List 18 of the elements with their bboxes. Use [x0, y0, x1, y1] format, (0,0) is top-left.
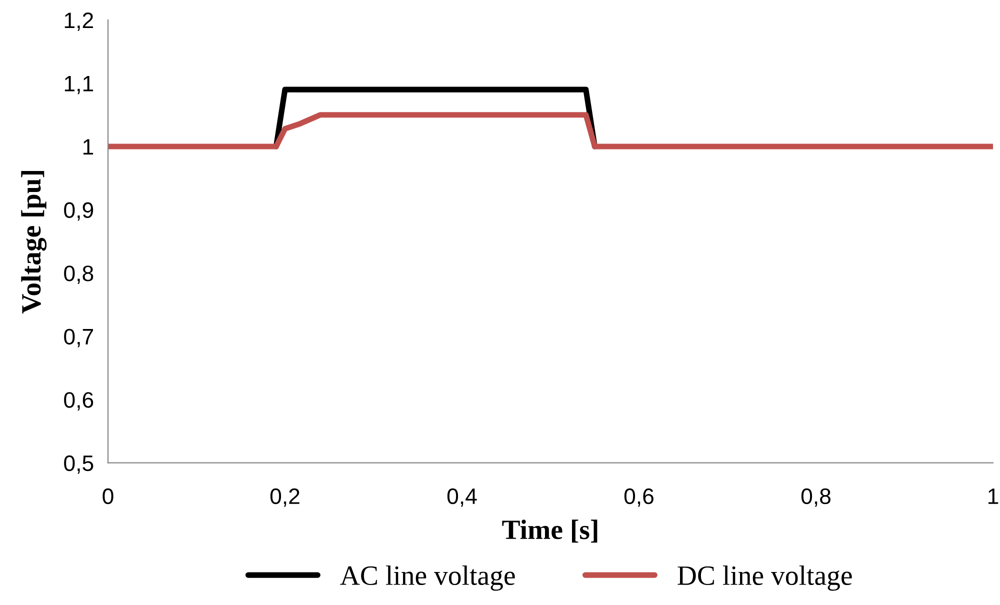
y-tick-label: 1,2 — [64, 12, 93, 31]
y-tick-label: 0,6 — [64, 392, 94, 410]
x-axis-title: Time [s] — [502, 520, 598, 543]
x-tick-label: 0 — [102, 488, 114, 504]
y-tick-label: 0,7 — [64, 328, 93, 348]
y-tick-label: 0,9 — [64, 202, 94, 221]
y-tick-label: 1,1 — [64, 76, 94, 94]
x-tick-label: 0,2 — [270, 488, 300, 507]
x-tick-label: 0,4 — [447, 488, 477, 507]
legend-label: DC line voltage — [678, 565, 852, 591]
y-tick-label: 1 — [83, 139, 94, 155]
y-axis-title: Voltage [pu] — [21, 171, 47, 314]
x-tick-label: 0,6 — [624, 488, 654, 507]
y-tick-label: 0,5 — [64, 455, 94, 474]
x-tick-label: 0,8 — [801, 488, 830, 507]
legend-label: AC line voltage — [340, 565, 515, 591]
x-tick-label: 1 — [988, 488, 998, 504]
y-tick-label: 0,8 — [64, 266, 94, 284]
